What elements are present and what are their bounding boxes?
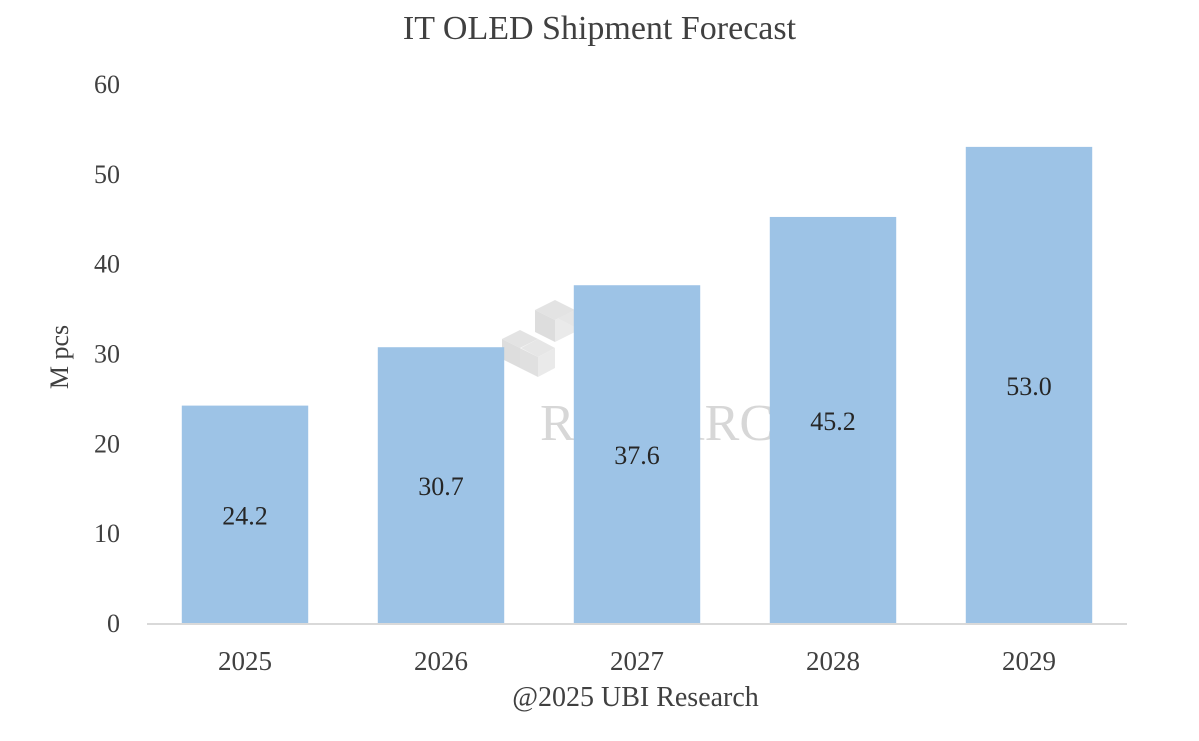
bar-2025 (181, 405, 309, 623)
source-note: @2025 UBI Research (512, 682, 759, 713)
bar-2028 (769, 216, 897, 623)
x-tick-label-2026: 2026 (414, 646, 468, 676)
x-tick-label-2025: 2025 (218, 646, 272, 676)
bar-2026 (377, 347, 505, 623)
y-tick-label-10: 10 (94, 519, 120, 548)
x-axis-ticks: 2025 2026 2027 2028 2029 (218, 646, 1056, 676)
data-label-2027: 37.6 (614, 441, 660, 470)
bar-2029 (965, 146, 1093, 623)
y-tick-label-60: 60 (94, 70, 120, 99)
y-axis-ticks: 0 10 20 30 40 50 60 (94, 70, 120, 638)
x-tick-label-2028: 2028 (806, 646, 860, 676)
x-tick-label-2029: 2029 (1002, 646, 1056, 676)
y-tick-label-30: 30 (94, 340, 120, 369)
bar-2027 (573, 285, 701, 623)
data-labels: 24.2 30.7 37.6 45.2 53.0 (222, 372, 1052, 530)
data-label-2026: 30.7 (418, 472, 464, 501)
y-tick-label-0: 0 (107, 609, 120, 638)
data-label-2028: 45.2 (810, 407, 856, 436)
data-label-2025: 24.2 (222, 501, 268, 530)
y-tick-label-40: 40 (94, 250, 120, 279)
y-tick-label-20: 20 (94, 429, 120, 458)
data-label-2029: 53.0 (1006, 372, 1052, 401)
chart-title: IT OLED Shipment Forecast (402, 10, 797, 47)
x-tick-label-2027: 2027 (610, 646, 664, 676)
y-tick-label-50: 50 (94, 160, 120, 189)
bars-group (181, 146, 1093, 623)
cube-logo (502, 300, 592, 377)
